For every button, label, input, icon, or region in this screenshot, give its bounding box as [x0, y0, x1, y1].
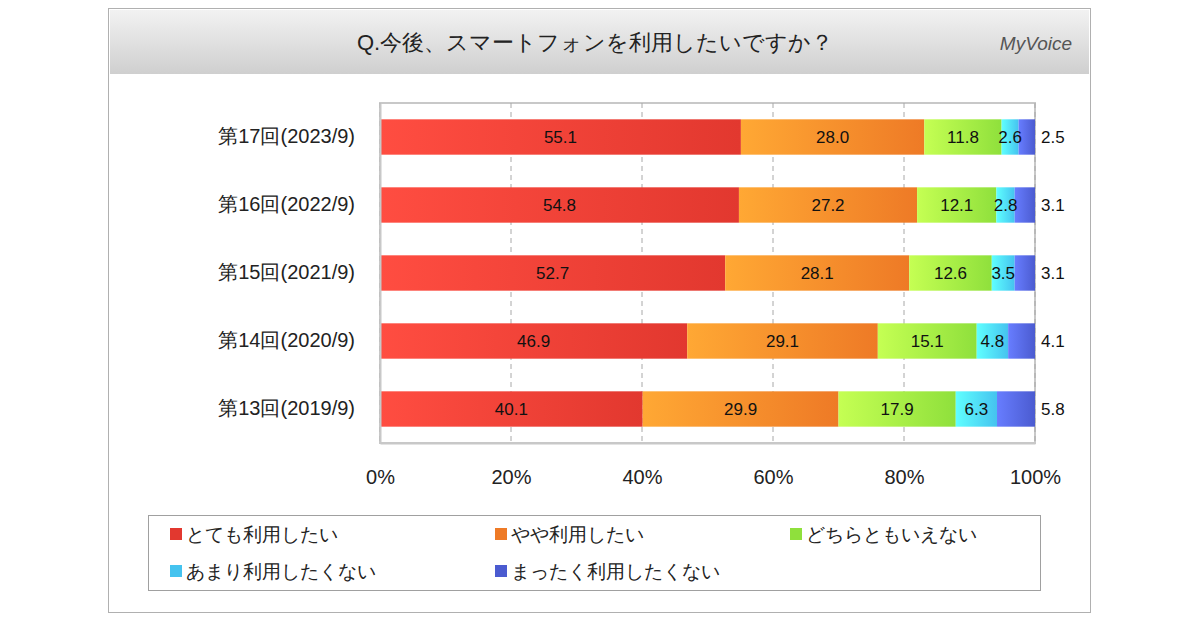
data-label: 3.1	[1041, 196, 1065, 215]
data-label: 46.9	[517, 332, 550, 351]
data-label: 6.3	[965, 400, 989, 419]
legend-label: あまり利用したくない	[186, 561, 376, 582]
data-label: 27.2	[811, 196, 844, 215]
x-tick: 20%	[491, 443, 531, 488]
data-label: 54.8	[543, 196, 576, 215]
bar-segment	[380, 187, 739, 222]
x-tick: 0%	[366, 443, 395, 488]
legend-label: とても利用したい	[186, 524, 338, 545]
y-tick: 第16回(2022/9)	[218, 193, 380, 215]
data-label: 55.1	[544, 128, 577, 147]
y-axis-line	[380, 104, 382, 444]
data-label: 3.1	[1041, 264, 1065, 283]
y-tick: 第17回(2023/9)	[218, 125, 380, 147]
data-label: 52.7	[536, 264, 569, 283]
legend-swatch	[495, 565, 507, 577]
title-banner	[110, 10, 1089, 74]
bar-segment	[687, 323, 878, 358]
data-labels: 55.1 54.8 52.7 46.9 40.1 28.0 27.2 28.1 29.1 29.9…	[495, 128, 1065, 419]
chart-container: Q.今後、スマートフォンを利用したいですか？ MyVoice 55.1 54.8 52.…	[0, 0, 1200, 624]
bar-segment	[380, 119, 741, 154]
legend: とても利用したい やや利用したい どちらともいえないあまり利用したくない まったく利用…	[149, 516, 1041, 591]
bar-segment	[739, 187, 917, 222]
bar-segment	[992, 255, 1015, 290]
x-tick: 80%	[884, 443, 924, 488]
data-label: 2.6	[998, 128, 1022, 147]
bar-segment	[839, 391, 956, 426]
data-label: 40.1	[495, 400, 528, 419]
bar-segment	[380, 323, 687, 358]
grid	[380, 103, 1035, 443]
bar-segment	[380, 391, 643, 426]
data-label: 28.0	[816, 128, 849, 147]
y-tick-label: 第17回(2023/9)	[218, 125, 355, 147]
data-label: 15.1	[911, 332, 944, 351]
bar-segment	[1015, 187, 1035, 222]
data-label: 5.8	[1041, 400, 1065, 419]
x-tick-label: 100%	[1010, 466, 1061, 488]
legend-swatch	[170, 565, 182, 577]
x-tick-label: 20%	[491, 466, 531, 488]
bar-segment	[1015, 255, 1035, 290]
bar-segment	[741, 119, 924, 154]
plot-frame	[380, 103, 1035, 443]
y-tick-label: 第15回(2021/9)	[218, 261, 355, 283]
legend-swatch	[170, 528, 182, 540]
x-tick: 100%	[1010, 443, 1061, 488]
y-tick: 第14回(2020/9)	[218, 329, 380, 351]
data-label: 12.1	[940, 196, 973, 215]
data-label: 11.8	[947, 128, 979, 147]
x-tick-label: 80%	[884, 466, 924, 488]
chart-svg: Q.今後、スマートフォンを利用したいですか？ MyVoice 55.1 54.8 52.…	[0, 0, 1200, 624]
data-label: 17.9	[881, 400, 914, 419]
legend-frame	[149, 516, 1041, 591]
y-tick: 第13回(2019/9)	[218, 397, 380, 419]
legend-label: どちらともいえない	[806, 524, 977, 545]
bar-segment	[380, 255, 725, 290]
y-tick-label: 第16回(2022/9)	[218, 193, 355, 215]
bar-segment	[924, 119, 1001, 154]
y-tick-label: 第14回(2020/9)	[218, 329, 355, 351]
data-label: 12.6	[934, 264, 967, 283]
y-tick: 第15回(2021/9)	[218, 261, 380, 283]
bars	[380, 119, 1035, 426]
data-label: 3.5	[991, 264, 1015, 283]
x-tick: 60%	[753, 443, 793, 488]
bar-segment	[997, 391, 1035, 426]
x-tick-label: 60%	[753, 466, 793, 488]
x-axis: 0% 20% 40% 60% 80% 100%	[366, 443, 1061, 488]
legend-swatch	[495, 528, 507, 540]
legend-label: やや利用したい	[511, 524, 644, 545]
data-label: 29.9	[724, 400, 757, 419]
annotation: MyVoice	[1000, 33, 1072, 54]
legend-swatch	[790, 528, 802, 540]
x-axis-line	[381, 443, 1036, 445]
bar-segment	[643, 391, 839, 426]
bar-segment	[1008, 323, 1035, 358]
data-label: 2.5	[1041, 128, 1065, 147]
bar-segment	[917, 187, 996, 222]
bar-segment	[977, 323, 1008, 358]
y-tick-label: 第13回(2019/9)	[218, 397, 355, 419]
outer-frame	[109, 9, 1091, 613]
data-label: 28.1	[801, 264, 834, 283]
bar-segment	[909, 255, 992, 290]
x-tick-label: 0%	[366, 466, 395, 488]
data-label: 2.8	[994, 196, 1018, 215]
bar-segment	[956, 391, 997, 426]
legend-label: まったく利用したくない	[511, 561, 720, 582]
y-axis: 第17回(2023/9) 第16回(2022/9) 第15回(2021/9) 第14回…	[218, 104, 380, 444]
bar-segment	[878, 323, 977, 358]
grid-line	[380, 103, 381, 443]
bar-segment	[725, 255, 909, 290]
x-tick: 40%	[622, 443, 662, 488]
data-label: 4.8	[981, 332, 1005, 351]
chart-title: Q.今後、スマートフォンを利用したいですか？	[357, 30, 833, 55]
x-tick-label: 40%	[622, 466, 662, 488]
data-label: 29.1	[766, 332, 799, 351]
data-label: 4.1	[1041, 332, 1065, 351]
